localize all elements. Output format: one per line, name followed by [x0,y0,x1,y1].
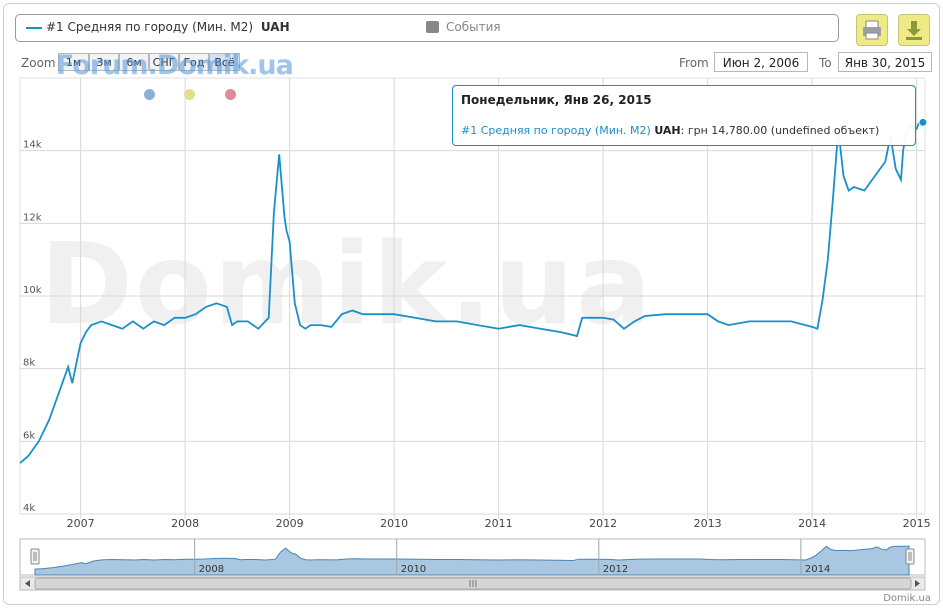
indicator-dot-yellow[interactable] [184,89,195,100]
y-tick-label: 14k [23,140,42,151]
range-to-label: To [819,56,832,70]
legend-series-unit: UAH [260,20,290,34]
x-tick-label: 2013 [694,517,722,530]
x-tick-label: 2009 [276,517,304,530]
tooltip-value: : грн 14,780.00 (undefined объект) [680,124,880,137]
navigator-label: 2008 [199,564,224,575]
y-tick-label: 10k [23,285,42,296]
y-tick-label: 6k [23,430,35,441]
indicator-dot-blue[interactable] [144,89,155,100]
y-tick-label: 8k [23,358,35,369]
legend-series-item[interactable]: #1 Средняя по городу (Мин. М2) UAH [46,20,290,34]
range-from-input[interactable]: Июн 2, 2006 [714,52,808,72]
y-tick-label: 4k [23,503,35,514]
x-tick-label: 2011 [485,517,513,530]
forum-watermark: Forum.Domik.ua [56,50,294,81]
indicator-dot-pink[interactable] [225,89,236,100]
navigator-handle-left[interactable] [30,548,40,565]
navigator-label: 2014 [805,564,830,575]
range-from-label: From [679,56,709,70]
legend-series-name: #1 Средняя по городу (Мин. М2) [46,20,254,34]
navigator-handle-right[interactable] [905,548,915,565]
x-tick-label: 2014 [798,517,826,530]
hover-point-marker [918,117,928,127]
events-swatch-icon [426,21,439,33]
scroll-left-arrow-icon[interactable] [25,580,30,587]
x-tick-label: 2015 [903,517,931,530]
x-tick-label: 2010 [380,517,408,530]
zoom-button-5[interactable]: Всё [209,53,240,71]
navigator-label: 2012 [603,564,628,575]
zoom-button-4[interactable]: Год [179,53,209,71]
download-icon [906,21,922,40]
x-tick-label: 2012 [589,517,617,530]
y-tick-label: 12k [23,212,42,223]
x-tick-label: 2008 [171,517,199,530]
series-line-swatch [26,27,42,29]
zoom-label: Zoom [21,56,56,70]
tooltip: Понедельник, Янв 26, 2015 #1 Средняя по … [452,85,916,146]
navigator-label: 2010 [401,564,426,575]
zoom-button-1[interactable]: 3м [89,53,119,71]
scroll-right-arrow-icon[interactable] [915,580,920,587]
zoom-button-0[interactable]: 1м [58,53,89,71]
tooltip-series: #1 Средняя по городу (Мин. М2) [461,124,651,137]
navigator-area [34,545,910,576]
range-to-input[interactable]: Янв 30, 2015 [838,52,932,72]
zoom-button-3[interactable]: СНГ [149,53,179,71]
print-button[interactable] [856,14,888,46]
credits-link[interactable]: Domik.ua [883,593,931,604]
legend-bar: #1 Средняя по городу (Мин. М2) UAH Событ… [15,14,839,42]
printer-icon [863,20,881,40]
legend-events-item[interactable]: События [446,20,501,34]
export-button[interactable] [898,14,930,46]
tooltip-unit: UAH [654,124,681,137]
x-tick-label: 2007 [67,517,95,530]
tooltip-value-line: #1 Средняя по городу (Мин. М2) UAH: грн … [461,124,879,137]
tooltip-date: Понедельник, Янв 26, 2015 [461,93,652,107]
series-line [19,121,925,464]
zoom-button-2[interactable]: 6м [119,53,149,71]
